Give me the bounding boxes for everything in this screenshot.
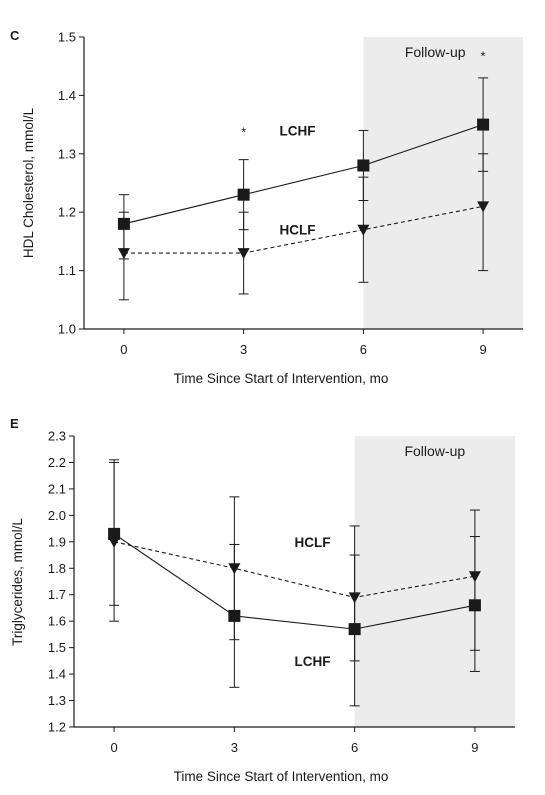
follow-up-region (363, 37, 523, 329)
data-point (348, 592, 361, 604)
x-tick-label: 0 (110, 740, 117, 755)
y-tick-label: 1.8 (48, 561, 66, 576)
y-tick-label: 1.7 (48, 587, 66, 602)
x-tick-label: 6 (360, 342, 367, 357)
x-tick-label: 9 (471, 740, 478, 755)
y-tick-label: 1.3 (48, 693, 66, 708)
y-tick-label: 1.4 (58, 88, 76, 103)
data-point (477, 201, 490, 213)
y-axis-label: Triglycerides, mmol/L (10, 518, 25, 646)
follow-up-label: Follow-up (405, 44, 466, 60)
data-point (237, 188, 250, 201)
follow-up-label: Follow-up (404, 443, 465, 459)
x-tick-label: 9 (479, 342, 486, 357)
panel-letter: C (10, 28, 20, 43)
data-point (357, 224, 370, 236)
series-label: HCLF (280, 223, 316, 238)
y-tick-label: 1.9 (48, 534, 66, 549)
x-tick-label: 3 (231, 740, 238, 755)
y-tick-label: 1.2 (48, 720, 66, 735)
series-line (113, 541, 476, 598)
y-tick-label: 1.3 (58, 146, 76, 161)
hdl-chart: Follow-up 1.0 1.1 1.2 1.3 1.4 1.5 0 3 6 9 C Time Sin… (10, 28, 523, 386)
data-point (357, 159, 370, 172)
y-axis-label: HDL Cholesterol, mmol/L (21, 107, 36, 258)
series-line (123, 124, 484, 225)
y-tick-label: 2.3 (48, 429, 66, 444)
data-point (117, 248, 130, 260)
x-tick-label: 3 (240, 342, 247, 357)
y-tick-label: 1.4 (48, 667, 66, 682)
y-tick-label: 1.5 (58, 30, 76, 45)
series-label: HCLF (295, 535, 331, 550)
y-tick-label: 1.0 (58, 322, 76, 337)
x-tick-label: 6 (351, 740, 358, 755)
data-point (108, 536, 121, 548)
panel-letter: E (10, 416, 19, 431)
x-tick-label: 0 (120, 342, 127, 357)
y-tick-label: 2.0 (48, 508, 66, 523)
data-point (237, 248, 250, 260)
x-axis-label: Time Since Start of Intervention, mo (174, 371, 389, 386)
y-tick-label: 1.1 (58, 263, 76, 278)
x-axis-label: Time Since Start of Intervention, mo (174, 769, 389, 784)
triglycerides-chart: Follow-up 1.2 1.3 1.4 1.5 1.6 1.7 1.8 1.9 2.0 2.1 2… (10, 416, 515, 784)
series-label: LCHF (295, 654, 331, 669)
series-line (113, 533, 476, 630)
y-tick-label: 1.6 (48, 614, 66, 629)
data-point (228, 563, 241, 575)
series-line (123, 205, 484, 254)
significance-mark: * (241, 124, 246, 139)
series-label: LCHF (280, 123, 316, 138)
y-tick-label: 2.1 (48, 481, 66, 496)
follow-up-region (354, 436, 515, 727)
y-tick-label: 2.2 (48, 455, 66, 470)
data-point (477, 118, 490, 131)
y-tick-label: 1.5 (48, 640, 66, 655)
significance-mark: * (481, 49, 486, 64)
y-tick-label: 1.2 (58, 205, 76, 220)
data-point (468, 571, 481, 583)
